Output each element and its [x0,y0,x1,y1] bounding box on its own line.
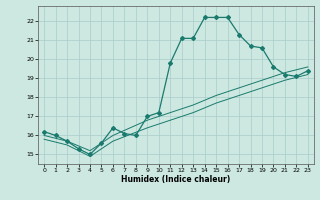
X-axis label: Humidex (Indice chaleur): Humidex (Indice chaleur) [121,175,231,184]
